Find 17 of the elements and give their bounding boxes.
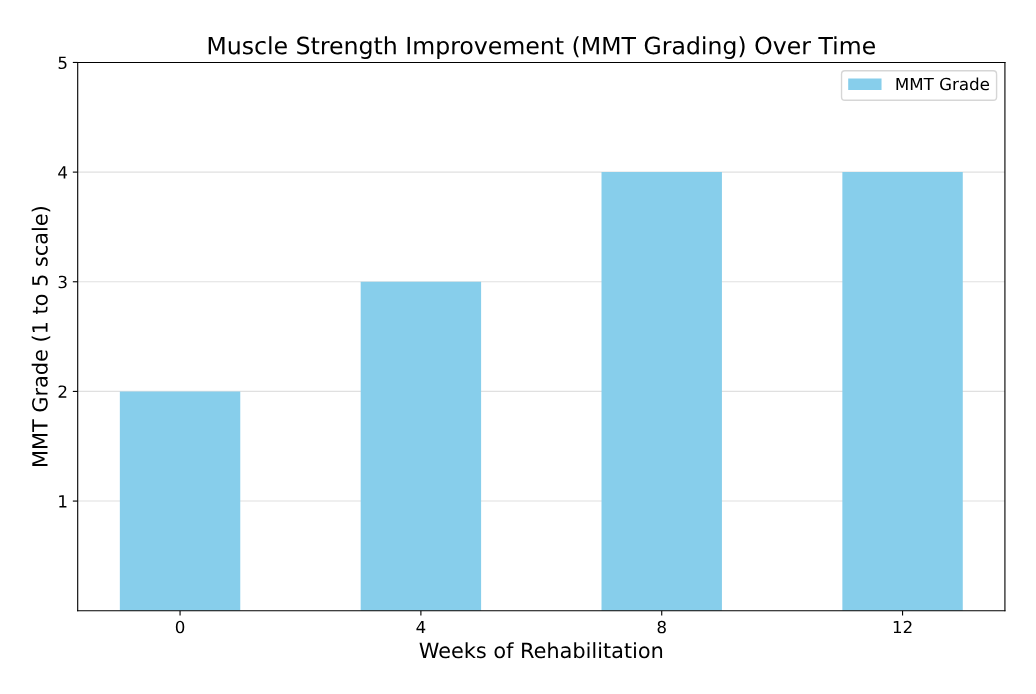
x-tick-label: 4 bbox=[416, 620, 426, 634]
y-tick-label: 1 bbox=[59, 495, 67, 508]
bar bbox=[360, 281, 482, 611]
chart-title: Muscle Strength Improvement (MMT Grading) Over Time bbox=[208, 36, 875, 60]
y-tick-label: 3 bbox=[58, 275, 67, 289]
bar bbox=[601, 172, 722, 611]
x-tick-label: 12 bbox=[893, 620, 912, 634]
x-tick-label: 8 bbox=[657, 620, 666, 634]
y-axis-title: MMT Grade (1 to 5 scale) bbox=[31, 207, 51, 466]
y-tick-label: 4 bbox=[58, 166, 68, 179]
y-tick-label: 5 bbox=[58, 56, 67, 70]
x-axis-title: Weeks of Rehabilitation bbox=[419, 642, 663, 659]
legend-label: MMT Grade bbox=[896, 77, 990, 91]
bar bbox=[119, 391, 241, 611]
bar bbox=[842, 172, 963, 611]
x-tick-label: 0 bbox=[175, 620, 185, 634]
y-tick-label: 2 bbox=[58, 385, 67, 398]
